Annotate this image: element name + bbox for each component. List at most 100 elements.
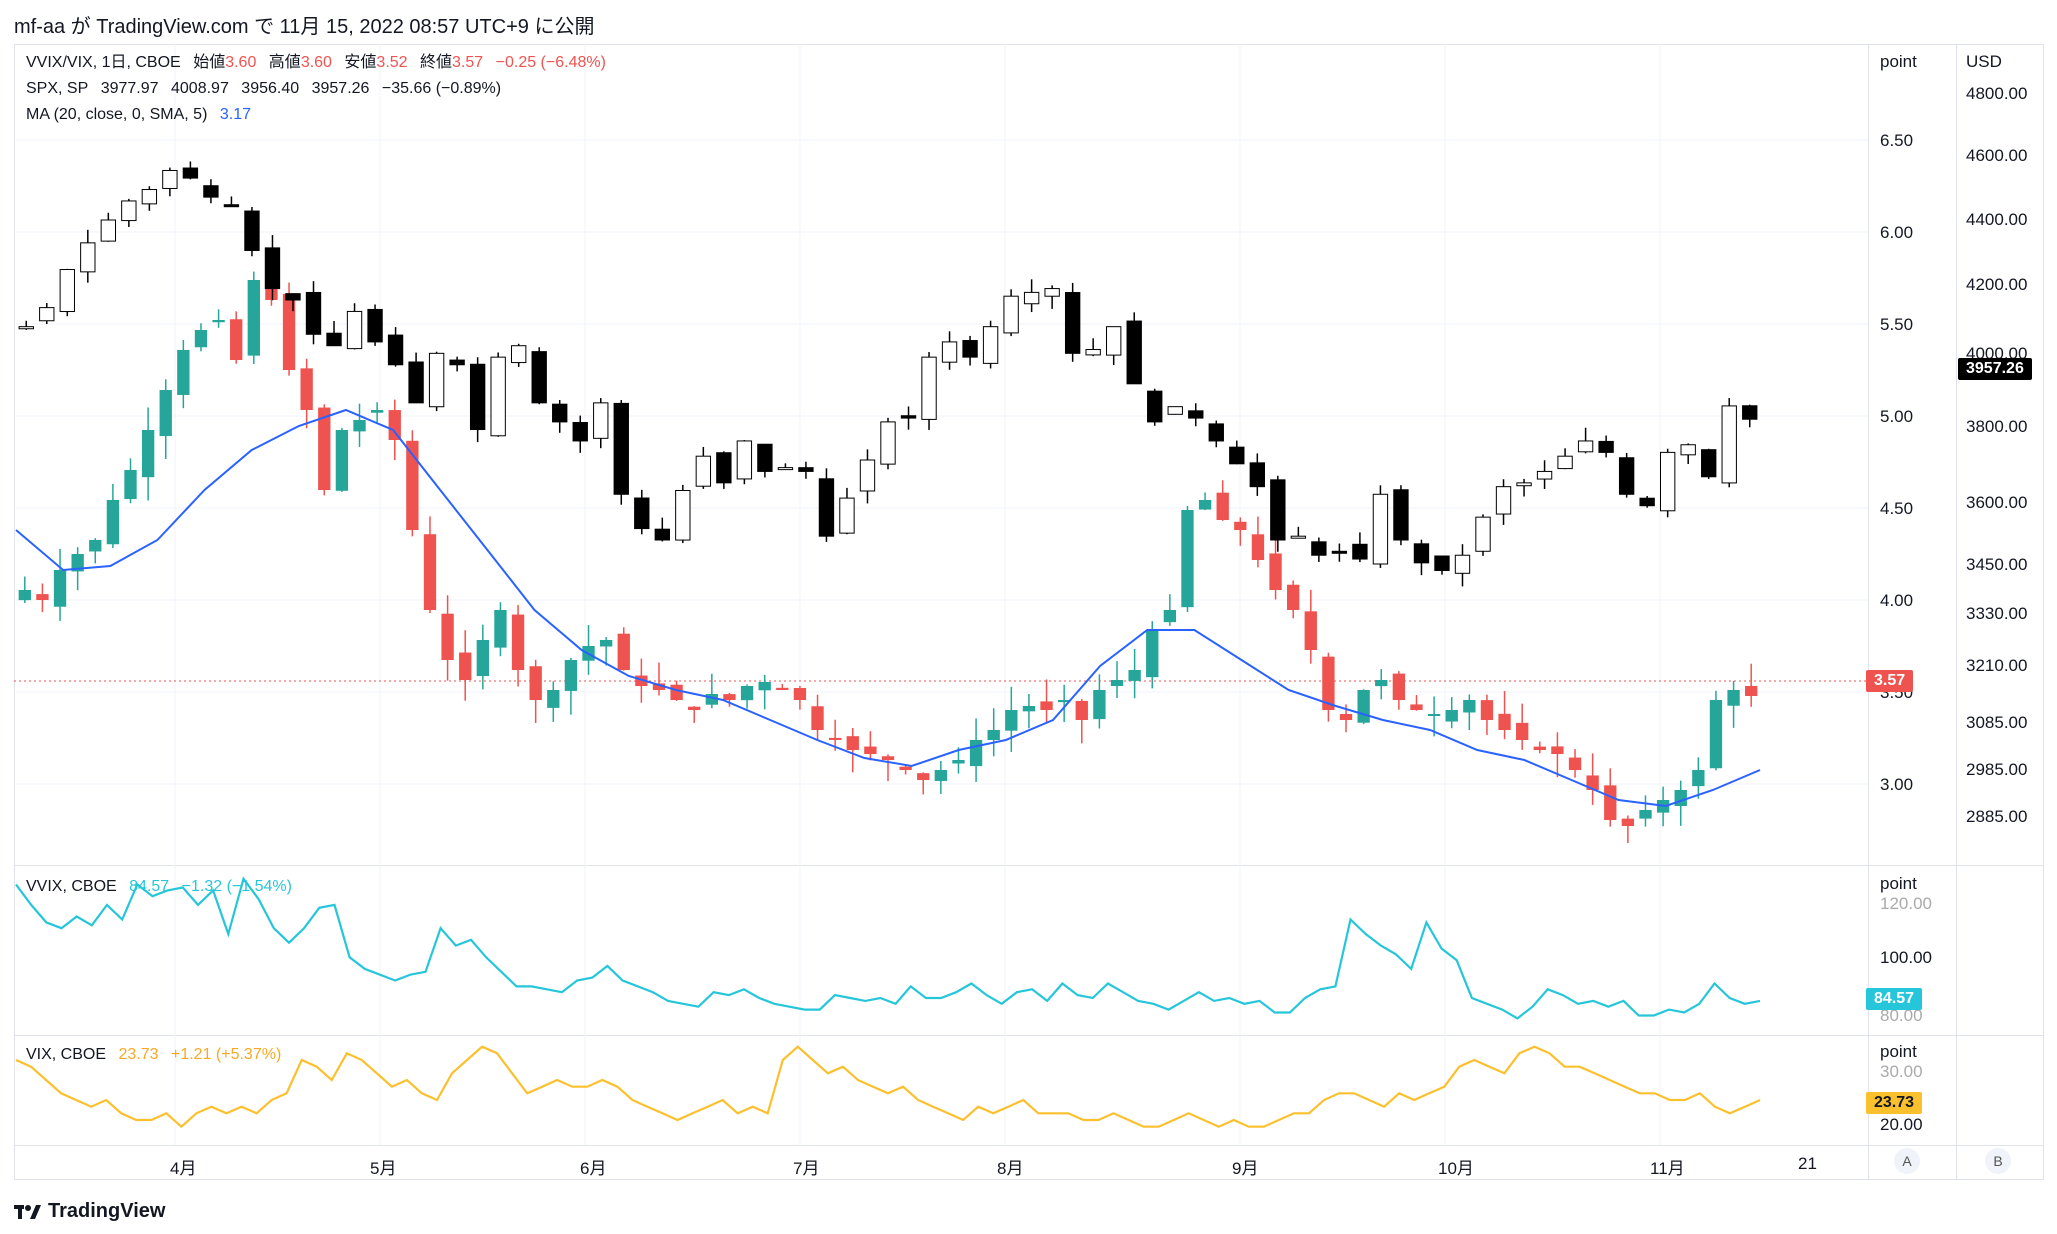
left-tick: 3.00 [1880, 775, 1914, 794]
right-axis-unit: USD [1966, 52, 2002, 71]
legend-vix-title: VIX, CBOE [26, 1046, 107, 1063]
spx-candle-body [449, 359, 465, 366]
spx-candle-body [1249, 462, 1265, 488]
ratio-candle-body [705, 694, 719, 705]
spx-candle-body [203, 185, 219, 198]
ratio-candle-body [476, 640, 489, 677]
spx-candle-body [1208, 423, 1224, 442]
ratio-candle-body [212, 320, 225, 323]
ratio-candle-body [599, 640, 613, 647]
ratio-candle-body [177, 350, 190, 395]
ratio-candle-body [1551, 746, 1564, 754]
right-tick: 4800.00 [1966, 84, 2028, 103]
vix-tick: 20.00 [1880, 1115, 1923, 1134]
scale-a-button[interactable]: A [1894, 1148, 1920, 1174]
spx-candle-body [1003, 295, 1019, 334]
ratio-candle-body [846, 736, 859, 750]
legend-open-label: 始値 [193, 54, 226, 71]
time-tick: 8月 [997, 1159, 1024, 1178]
spx-candle-body [900, 415, 917, 419]
spx-candle-body [1701, 449, 1717, 478]
ratio-candle-body [1269, 553, 1282, 590]
time-axis-divider [14, 1145, 2044, 1146]
ratio-candle-body [1745, 685, 1758, 696]
ratio-candle-body [1516, 722, 1529, 740]
legend-main: VVIX/VIX, 1日, CBOE 始値3.60 高値3.60 安値3.52 … [26, 52, 614, 74]
spx-candle-body [634, 497, 650, 530]
price-axis-divider [1868, 44, 1869, 1180]
ratio-candle-body [899, 766, 912, 770]
spx-candle-body [1167, 406, 1183, 415]
ratio-candle-body [1163, 610, 1177, 623]
right-tick: 2985.00 [1966, 760, 2028, 779]
ratio-last-badge: 3.57 [1866, 670, 1914, 692]
spx-candle-body [1044, 288, 1060, 297]
ratio-candle-body [459, 652, 472, 680]
ratio-candle-body [1568, 757, 1582, 770]
spx-candle-body [982, 326, 999, 364]
spx-candle-body [613, 402, 629, 495]
spx-candle-body [552, 403, 568, 423]
ratio-candle-body [1375, 680, 1388, 687]
spx-candle-body [736, 440, 753, 480]
spx-candle-body [1639, 497, 1655, 507]
ratio-candle-body [1110, 680, 1124, 686]
ratio-candle-body [335, 430, 349, 491]
spx-candle-body [511, 345, 527, 364]
spx-candle-body [1372, 493, 1389, 565]
spx-candle-body [1598, 440, 1614, 453]
time-tick: 5月 [370, 1159, 397, 1178]
spx-candle-body [531, 351, 547, 404]
left-tick: 4.50 [1880, 499, 1914, 518]
right-tick: 3450.00 [1966, 555, 2028, 574]
ratio-candle-body [423, 534, 437, 610]
spx-candle-body [387, 334, 404, 366]
ratio-candle-body [265, 286, 278, 300]
ratio-candle-body [124, 470, 137, 500]
tradingview-footer: TradingView [14, 1200, 165, 1223]
spx-candle-body [59, 269, 75, 313]
legend-spx-title: SPX, SP [26, 80, 89, 97]
right-tick: 3085.00 [1966, 713, 2028, 732]
right-tick: 3210.00 [1966, 656, 2028, 675]
left-tick: 6.00 [1880, 223, 1914, 242]
ratio-candle-body [723, 694, 736, 700]
time-tick: 21 [1798, 1154, 1817, 1173]
ratio-candle-body [1639, 810, 1652, 819]
legend-main-change: −0.25 (−6.48%) [495, 54, 606, 71]
ratio-candle-body [282, 293, 296, 370]
ratio-candle-body [652, 683, 666, 690]
time-tick: 6月 [580, 1159, 607, 1178]
ratio-candle-body [36, 594, 49, 600]
spx-candle-body [1126, 320, 1142, 385]
ratio-candle-body [864, 746, 877, 754]
spx-candle-body [1106, 326, 1122, 356]
spx-candle-body [1516, 482, 1532, 487]
ratio-candle-body [106, 500, 120, 545]
ratio-candle-body [247, 280, 260, 356]
legend-vix: VIX, CBOE 23.73 +1.21 (+5.37%) [26, 1044, 289, 1066]
spx-candle-body [1659, 451, 1676, 512]
ratio-candle-body [1075, 700, 1088, 720]
spx-candle-body [1023, 291, 1040, 305]
spx-candle-body [18, 326, 34, 330]
spx-candle-body [1393, 489, 1409, 541]
ratio-candle-body [1410, 704, 1423, 710]
spx-candle-body [346, 310, 363, 350]
time-tick: 7月 [793, 1159, 820, 1178]
spx-candle-body [141, 189, 158, 205]
legend-ma-title: MA (20, close, 0, SMA, 5) [26, 106, 208, 123]
scale-b-button[interactable]: B [1985, 1148, 2011, 1174]
pane-divider-vix [14, 1035, 2044, 1036]
spx-candle-body [1536, 470, 1553, 480]
spx-candle-body [490, 356, 506, 437]
spx-candle-body [1721, 405, 1737, 484]
spx-candle-body [121, 200, 137, 222]
spx-candle-body [1413, 543, 1430, 564]
ratio-candle-body [388, 410, 401, 440]
left-tick: 6.50 [1880, 131, 1914, 150]
ratio-candle-body [793, 688, 807, 700]
vvix-tick: 80.00 [1880, 1006, 1923, 1025]
left-axis-unit: point [1880, 52, 1917, 71]
